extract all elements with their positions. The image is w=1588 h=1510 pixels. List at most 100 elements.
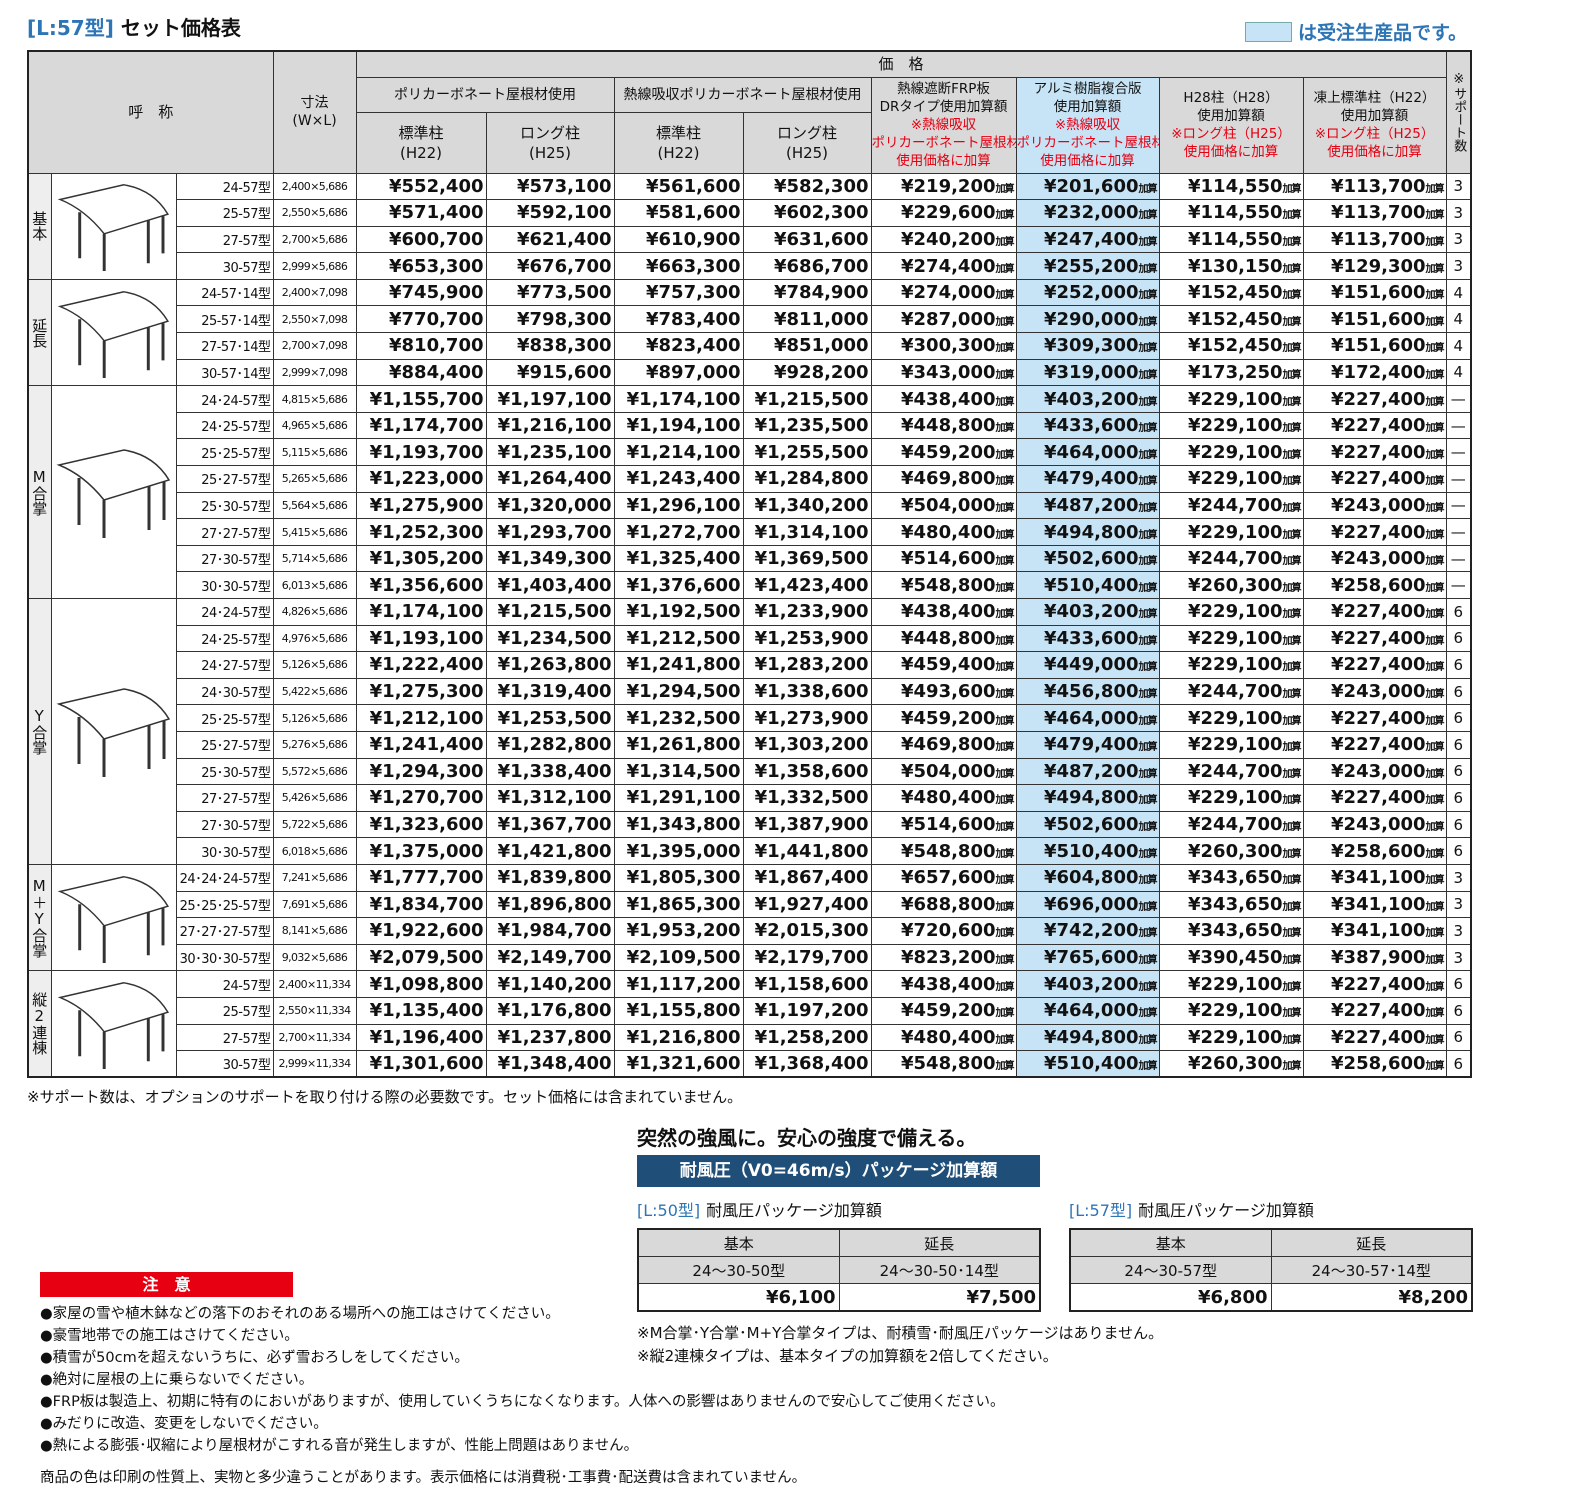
price: ¥229,100 <box>1188 1026 1283 1048</box>
price-cell: ¥602,300 <box>742 199 872 227</box>
price: ¥244,700 <box>1188 760 1283 782</box>
price-cell: ¥1,241,800 <box>613 651 744 679</box>
table-row: 27･30-57型 5,722×5,686 ¥1,323,600 ¥1,367,700… <box>28 810 1472 839</box>
price-cell: ¥1,338,600 <box>742 677 872 706</box>
price-cell: ¥243,000加算 <box>1302 677 1447 706</box>
price: ¥571,400 <box>389 202 484 224</box>
add-suffix: 加算 <box>1425 236 1445 248</box>
add-suffix: 加算 <box>995 689 1015 701</box>
wind-head: 基本 <box>1069 1228 1272 1257</box>
header-line: (H22) <box>657 143 700 162</box>
group-label: Y合掌 <box>27 598 52 865</box>
price: ¥1,403,400 <box>497 574 612 596</box>
price: ¥1,235,500 <box>754 415 869 437</box>
add-header: 凍上標準柱（H22） 使用加算額 ※ロング柱（H25） 使用価格に加算 <box>1302 76 1447 174</box>
add-suffix: 加算 <box>1425 662 1445 674</box>
add-suffix: 加算 <box>1425 981 1445 993</box>
table-row: 24･25-57型 4,976×5,686 ¥1,193,100 ¥1,234,500… <box>28 624 1472 653</box>
price: ¥343,650 <box>1188 920 1283 942</box>
price: ¥243,000 <box>1331 760 1426 782</box>
size-header: 寸法 (W×L) <box>272 50 357 174</box>
add-suffix: 加算 <box>1282 476 1302 488</box>
price: ¥152,450 <box>1188 308 1283 330</box>
table-row: 24･30-57型 5,422×5,686 ¥1,275,300 ¥1,319,400… <box>28 677 1472 706</box>
price-cell: ¥201,600加算 <box>1015 172 1160 201</box>
head-row: 標準柱 (H22) ロング柱 (H25) 標準柱 (H22) ロング柱 (H25) <box>28 111 1471 174</box>
add-suffix: 加算 <box>995 1008 1015 1020</box>
price-cell: ¥1,356,600 <box>355 571 487 599</box>
add-suffix: 加算 <box>1282 529 1302 541</box>
price: ¥1,243,400 <box>626 468 741 490</box>
add-suffix: 加算 <box>1282 236 1302 248</box>
price: ¥773,500 <box>517 282 612 304</box>
price-cell: ¥757,300 <box>613 278 744 307</box>
price: ¥456,800 <box>1044 681 1139 703</box>
price: ¥480,400 <box>901 521 996 543</box>
price: ¥201,600 <box>1044 175 1139 197</box>
model-name: 25-57･14型 <box>175 305 274 334</box>
add-suffix: 加算 <box>1425 875 1445 887</box>
price: ¥1,158,600 <box>754 973 869 995</box>
price-cell: ¥172,400加算 <box>1302 358 1447 387</box>
price-group-header: 熱線吸収ポリカーボネート屋根材使用 <box>613 76 872 113</box>
price-cell: ¥229,100加算 <box>1158 970 1304 998</box>
price: ¥1,255,500 <box>754 441 869 463</box>
caution-item: ●熱による膨張･収縮により屋根材がこすれる音が発生しますが、性能上問題はありませ… <box>40 1438 639 1454</box>
price: ¥1,234,500 <box>497 627 612 649</box>
add-suffix: 加算 <box>995 502 1015 514</box>
add-suffix: 加算 <box>995 635 1015 647</box>
price: ¥255,200 <box>1044 255 1139 277</box>
price-cell: ¥229,100加算 <box>1158 784 1304 812</box>
illustration-cell <box>50 863 177 972</box>
price: ¥1,117,200 <box>626 973 741 995</box>
price-cell: ¥1,273,900 <box>742 704 872 732</box>
add-suffix: 加算 <box>1425 316 1445 328</box>
price: ¥897,000 <box>646 361 741 383</box>
price-cell: ¥227,400加算 <box>1302 518 1447 546</box>
price: ¥653,300 <box>389 255 484 277</box>
price-cell: ¥1,441,800 <box>742 837 872 865</box>
table-row: Y合掌 24･24-57型 4,826×5,686 ¥1,174,100 ¥1,215,… <box>27 598 1472 865</box>
model-name: 25･27-57型 <box>175 730 274 759</box>
add-suffix: 加算 <box>1138 609 1158 621</box>
table-row: M合掌 24･24-57型 4,815×5,686 ¥1,155,700 ¥1,197,… <box>27 385 1472 599</box>
price: ¥1,272,700 <box>626 521 741 543</box>
price: ¥290,000 <box>1044 308 1139 330</box>
add-suffix: 加算 <box>1138 423 1158 435</box>
table-row: 25･25-57型 5,115×5,686 ¥1,193,700 ¥1,235,100… <box>28 438 1472 467</box>
model-name: 24-57･14型 <box>175 278 274 307</box>
price: ¥130,150 <box>1188 255 1283 277</box>
caution-item: ●絶対に屋根の上に乗らないでください。 <box>40 1372 314 1388</box>
model-name: 25-57型 <box>175 199 274 227</box>
price-cell: ¥1,192,500 <box>613 598 744 626</box>
group-label: 基本 <box>27 172 52 280</box>
add-suffix: 加算 <box>1138 316 1158 328</box>
price: ¥1,312,100 <box>497 787 612 809</box>
price: ¥341,100 <box>1331 920 1426 942</box>
price-cell: ¥610,900 <box>613 225 744 254</box>
add-suffix: 加算 <box>1282 556 1302 568</box>
add-suffix: 加算 <box>1282 582 1302 594</box>
price-cell: ¥438,400加算 <box>870 598 1017 626</box>
price: ¥686,700 <box>774 255 869 277</box>
price: ¥604,800 <box>1044 867 1139 889</box>
price-cell: ¥229,100加算 <box>1158 651 1304 679</box>
price-cell: ¥403,200加算 <box>1015 598 1160 626</box>
header-line: ポリカーボネート屋根材 <box>1016 135 1160 151</box>
header-line: 使用価格に加算 <box>1183 144 1279 160</box>
add-suffix: 加算 <box>1138 502 1158 514</box>
price: ¥2,109,500 <box>626 947 741 969</box>
price-cell: ¥1,282,800 <box>485 730 615 759</box>
price-cell: ¥653,300 <box>355 252 487 280</box>
add-suffix: 加算 <box>1138 263 1158 275</box>
table-row: 30･30-57型 6,018×5,686 ¥1,375,000 ¥1,421,800… <box>28 837 1472 865</box>
support-count: — <box>1445 491 1472 520</box>
price: ¥113,700 <box>1331 228 1426 250</box>
wind-model: 24〜30-57型 <box>1069 1256 1272 1284</box>
price: ¥1,865,300 <box>626 893 741 915</box>
add-suffix: 加算 <box>1138 981 1158 993</box>
header-line: ロング柱 <box>520 123 581 142</box>
price-cell: ¥765,600加算 <box>1015 943 1160 972</box>
caution-item: ●豪雪地帯での施工はさけてください。 <box>40 1328 299 1344</box>
price-cell: ¥480,400加算 <box>870 784 1017 812</box>
